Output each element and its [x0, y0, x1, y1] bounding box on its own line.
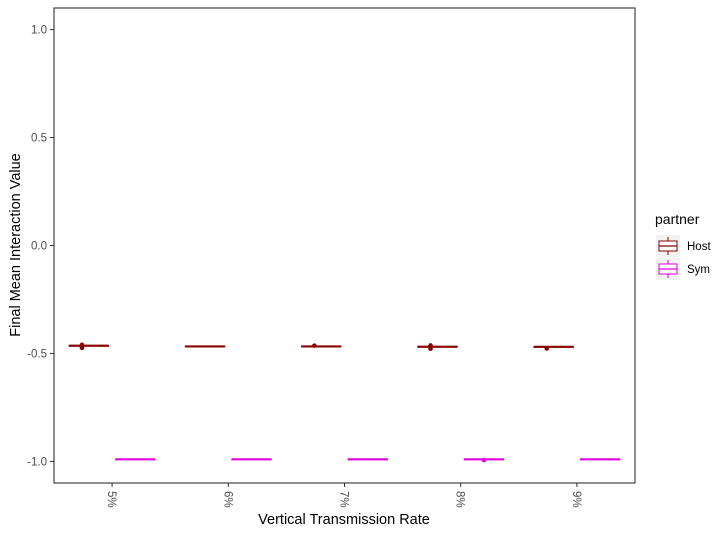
- box-sym-9pct: [579, 458, 621, 461]
- legend: partner Host Sym: [655, 211, 711, 280]
- outlier-point: [428, 346, 433, 352]
- x-axis: 5% 6% 7% 8% 9%: [105, 483, 582, 508]
- box-host-8pct: [417, 343, 458, 352]
- panel-border: [53, 7, 636, 484]
- outlier-point: [428, 343, 433, 348]
- y-tick-label: -1.0: [27, 456, 47, 468]
- x-tick-label: 5%: [105, 491, 117, 508]
- box-host-7pct: [301, 343, 342, 348]
- x-tick-label: 7%: [338, 491, 350, 508]
- x-tick-label: 6%: [221, 491, 233, 508]
- outlier-point: [544, 346, 550, 351]
- y-axis: 1.0 0.5 0.0 -0.5 -1.0: [27, 25, 54, 468]
- outlier-point: [481, 457, 487, 463]
- y-axis-label: Final Mean Interaction Value: [8, 153, 24, 337]
- y-tick-label: -0.5: [27, 348, 47, 360]
- x-tick-label: 8%: [454, 491, 466, 508]
- box-host-5pct: [68, 342, 110, 351]
- legend-label-sym: Sym: [687, 264, 710, 276]
- plot-panel: [53, 7, 636, 484]
- box-sym-7pct: [347, 458, 388, 461]
- box-sym-8pct: [463, 457, 505, 463]
- legend-title: partner: [655, 211, 700, 227]
- box-layer: [68, 342, 621, 463]
- box-sym-5pct: [115, 458, 156, 461]
- legend-key-host: [656, 235, 680, 257]
- outlier-point: [312, 343, 317, 348]
- x-axis-label: Vertical Transmission Rate: [258, 512, 430, 528]
- y-tick-label: 0.5: [31, 133, 47, 145]
- x-tick-label: 9%: [570, 491, 582, 508]
- box-sym-6pct: [231, 458, 272, 461]
- y-tick-label: 1.0: [31, 25, 47, 37]
- legend-label-host: Host: [687, 241, 711, 253]
- box-host-6pct: [184, 345, 226, 348]
- legend-key-sym: [656, 258, 680, 280]
- outlier-point: [79, 345, 85, 351]
- y-tick-label: 0.0: [31, 241, 47, 253]
- box-host-9pct: [533, 345, 574, 351]
